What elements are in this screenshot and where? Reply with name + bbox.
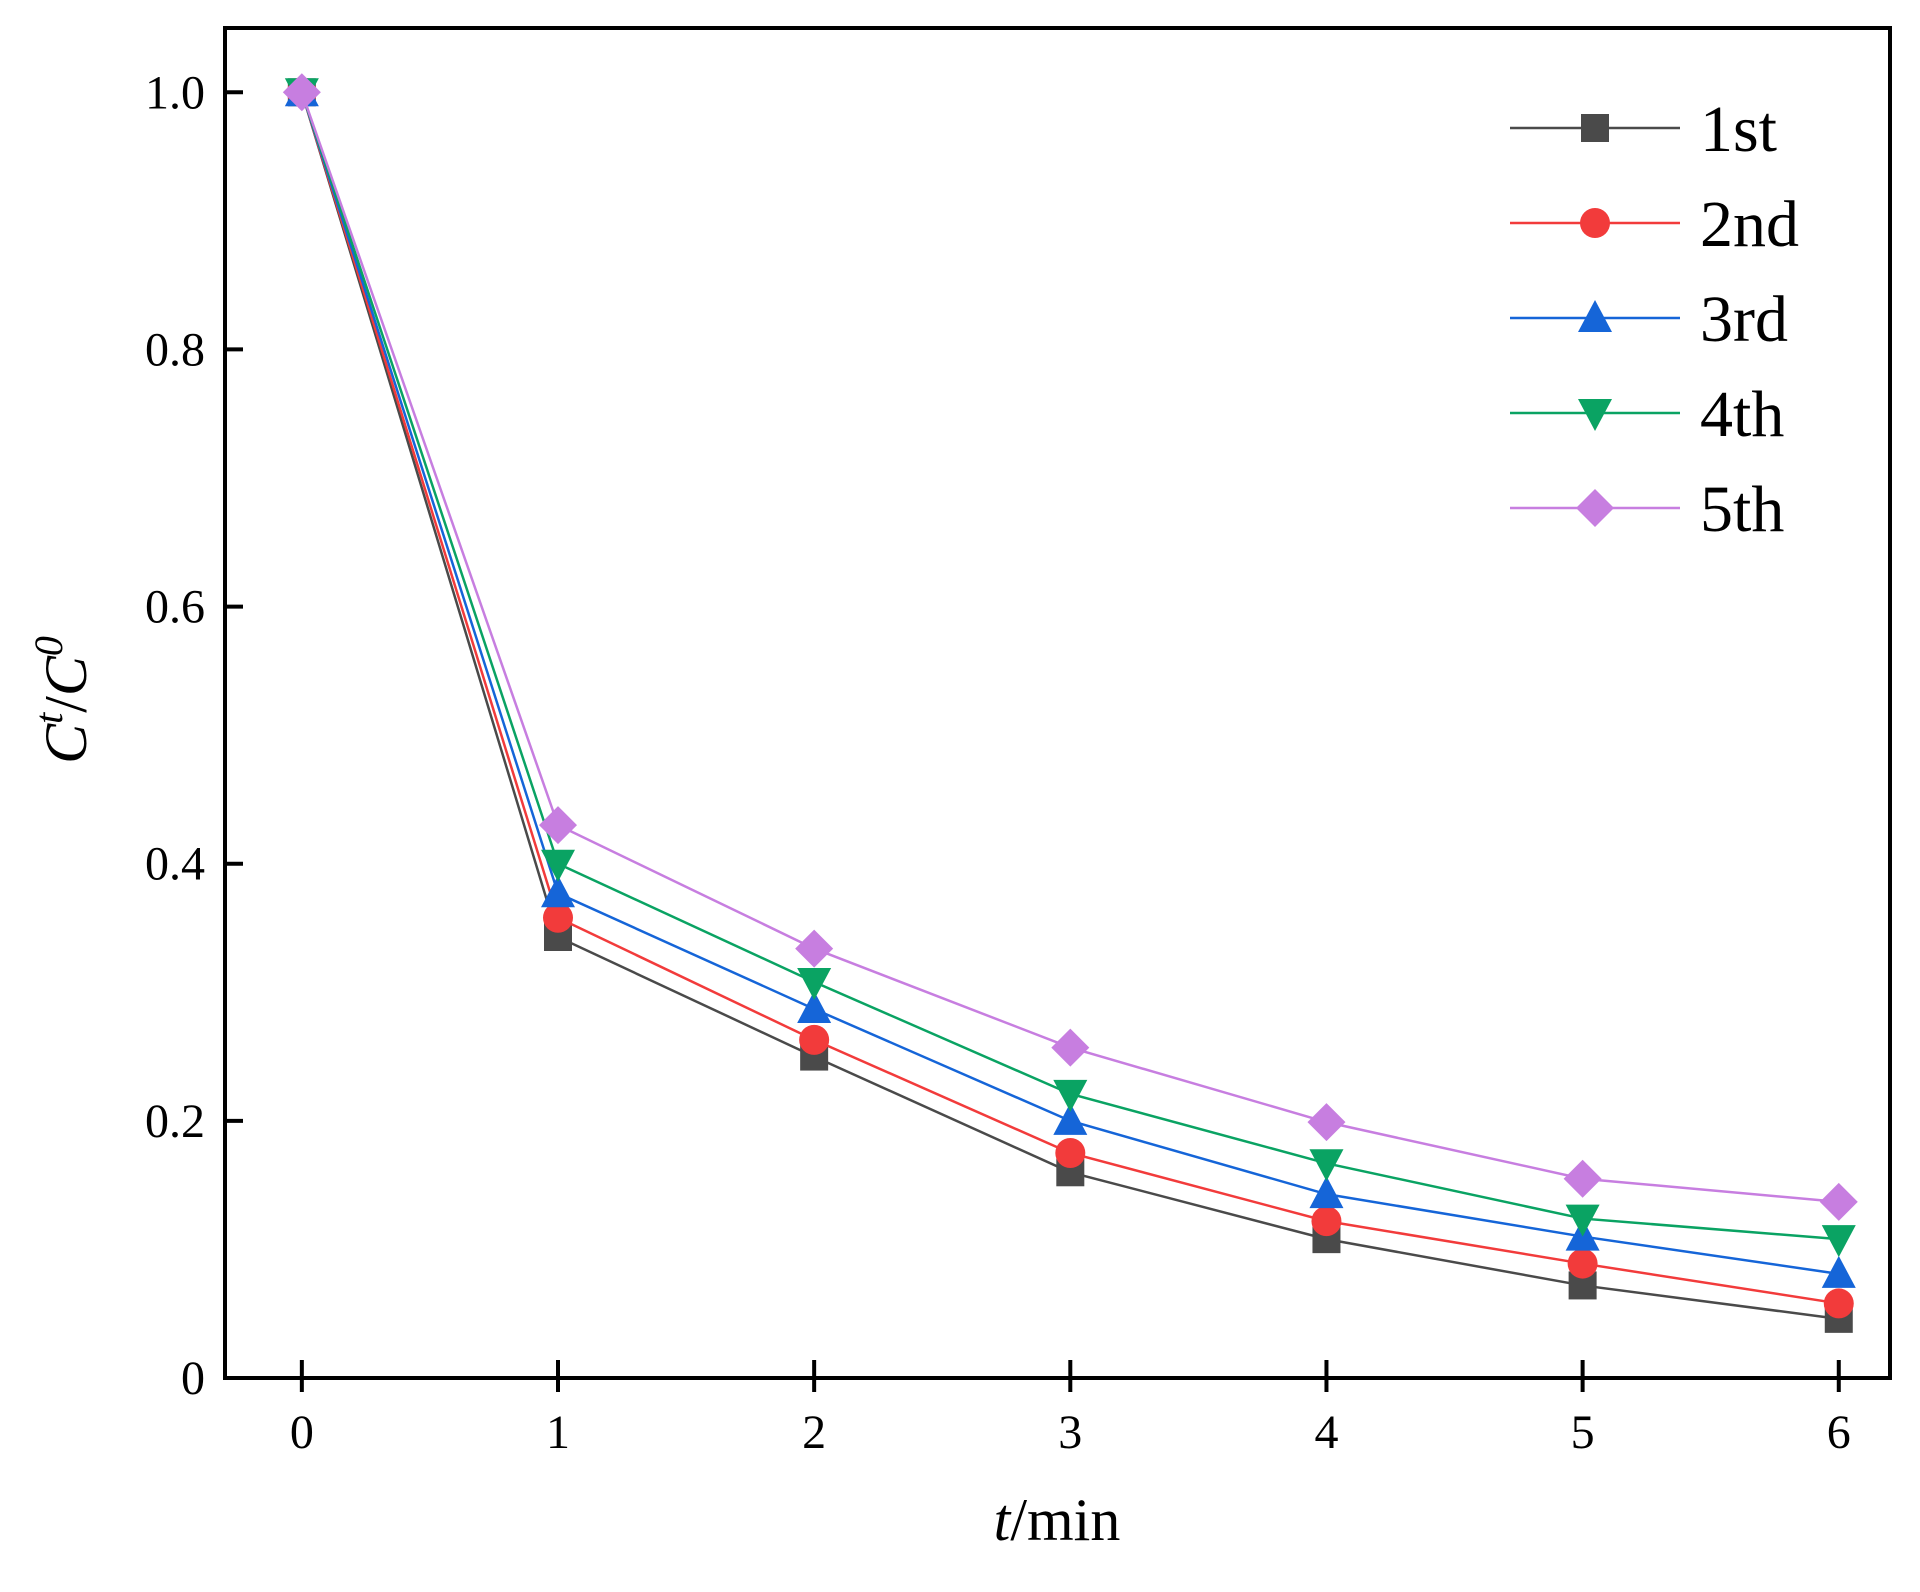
x-tick-label: 3 — [1058, 1406, 1082, 1459]
y-tick-label: 1.0 — [145, 66, 205, 119]
legend: 1st 2nd 3rd 4th 5th — [1510, 93, 1799, 546]
data-point — [1819, 1182, 1858, 1221]
series-line-4th — [300, 91, 1839, 1241]
x-axis: 0 1 2 3 4 5 6 — [290, 1360, 1851, 1459]
legend-label: 3rd — [1700, 283, 1788, 356]
x-tick-label: 0 — [290, 1406, 314, 1459]
x-tick-label: 2 — [802, 1406, 826, 1459]
y-tick-label: 0.6 — [145, 581, 205, 634]
series-line-1st — [300, 91, 1839, 1321]
legend-item: 3rd — [1510, 283, 1788, 356]
legend-label: 2nd — [1700, 188, 1799, 261]
legend-marker — [1576, 489, 1614, 527]
data-point — [1053, 1079, 1088, 1112]
data-point — [1821, 1255, 1856, 1288]
data-point — [1053, 1102, 1088, 1135]
data-point — [541, 849, 575, 882]
y-tick-label: 0 — [181, 1352, 205, 1405]
x-tick-label: 4 — [1314, 1406, 1338, 1459]
x-tick-label: 1 — [546, 1406, 570, 1459]
data-point — [1823, 1288, 1854, 1319]
data-point — [1307, 1103, 1346, 1142]
legend-label: 5th — [1700, 473, 1784, 546]
legend-marker — [1580, 208, 1610, 238]
legend-marker — [1578, 399, 1612, 431]
series-4th — [284, 78, 1856, 1258]
data-point — [797, 968, 832, 1000]
data-point — [1821, 1225, 1856, 1258]
x-tick-label: 6 — [1827, 1406, 1851, 1459]
y-tick-label: 0.2 — [145, 1095, 205, 1148]
data-point — [799, 1024, 830, 1055]
x-tick-label: 5 — [1571, 1406, 1595, 1459]
data-point — [1565, 1204, 1600, 1237]
legend-marker — [1581, 114, 1609, 142]
data-point — [539, 806, 577, 845]
data-point — [1055, 1138, 1086, 1168]
data-point — [1311, 1206, 1342, 1237]
legend-item: 5th — [1510, 473, 1784, 546]
legend-item: 2nd — [1510, 188, 1799, 261]
data-point — [1309, 1176, 1344, 1209]
y-tick-label: 0.4 — [145, 838, 205, 891]
data-point — [282, 73, 321, 112]
data-point — [797, 991, 832, 1023]
legend-marker — [1578, 300, 1612, 332]
data-point — [541, 875, 575, 908]
legend-item: 4th — [1510, 378, 1784, 451]
data-point — [543, 902, 573, 933]
data-point — [1309, 1149, 1344, 1182]
x-axis-title: t/min — [994, 1487, 1121, 1553]
data-point — [1563, 1159, 1602, 1198]
legend-label: 1st — [1700, 93, 1777, 166]
data-point — [1567, 1248, 1598, 1279]
data-point — [795, 929, 834, 968]
data-point — [1051, 1028, 1090, 1067]
plot-frame — [223, 26, 1892, 1380]
y-axis: 0 0.2 0.4 0.6 0.8 1.0 — [145, 66, 243, 1405]
legend-item: 1st — [1510, 93, 1777, 166]
series-layer — [282, 73, 1858, 1333]
series-5th — [282, 73, 1858, 1221]
y-axis-title: Ct/C0 — [26, 636, 99, 764]
legend-label: 4th — [1700, 378, 1784, 451]
y-tick-label: 0.8 — [145, 323, 205, 376]
